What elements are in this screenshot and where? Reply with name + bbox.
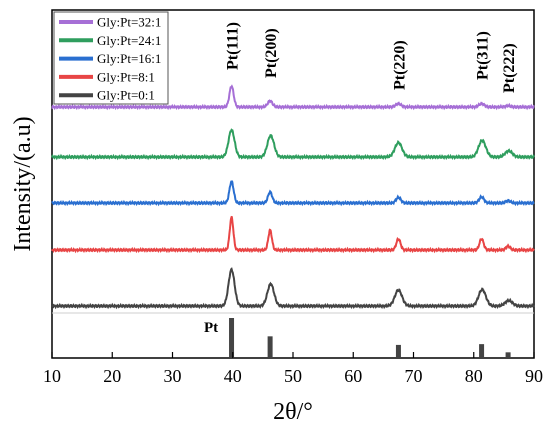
reference-line (505, 352, 511, 357)
x-tick-label: 90 (525, 366, 543, 386)
x-tick-label: 50 (284, 366, 302, 386)
peak-label: Pt(220) (391, 40, 408, 90)
x-axis-label: 2θ/° (273, 399, 313, 425)
x-tick-label: 70 (405, 366, 423, 386)
x-tick-label: 40 (224, 366, 242, 386)
series-line-gly-pt-32-1 (51, 84, 535, 111)
x-tick-label: 10 (43, 366, 61, 386)
x-tick-label: 60 (344, 366, 362, 386)
peak-label: Pt(222) (501, 43, 518, 93)
reference-label: Pt (204, 320, 218, 336)
reference-line (395, 344, 401, 357)
peak-label: Pt(200) (263, 28, 280, 78)
legend: Gly:Pt=32:1 Gly:Pt=24:1 Gly:Pt=16:1 Gly:Pt=… (53, 11, 169, 105)
series-line-gly-pt-16-1 (51, 180, 535, 207)
series-line-gly-pt-8-1 (51, 215, 535, 254)
reference-line (267, 336, 273, 357)
x-axis-ticks: 10 20 30 40 50 60 70 80 90 (43, 352, 543, 386)
legend-label: Gly:Pt=8:1 (97, 69, 155, 84)
series-line-gly-pt-24-1 (51, 128, 535, 161)
x-tick-label: 80 (465, 366, 483, 386)
peak-label: Pt(111) (225, 22, 242, 70)
legend-label: Gly:Pt=0:1 (97, 88, 155, 103)
reference-layer (229, 318, 511, 357)
peak-label: Pt(311) (475, 31, 492, 80)
series-line-gly-pt-0-1 (51, 267, 535, 310)
legend-label: Gly:Pt=24:1 (97, 33, 161, 48)
legend-label: Gly:Pt=32:1 (97, 15, 161, 30)
y-axis-label: Intensity/(a.u) (10, 116, 36, 251)
x-tick-label: 30 (164, 366, 182, 386)
x-tick-label: 20 (103, 366, 121, 386)
legend-label: Gly:Pt=16:1 (97, 51, 161, 66)
reference-line (479, 344, 485, 357)
peak-label-layer: Pt(111) Pt(200) Pt(220) Pt(311) Pt(222) (225, 22, 519, 93)
reference-line (229, 318, 235, 357)
series-layer (51, 84, 535, 310)
